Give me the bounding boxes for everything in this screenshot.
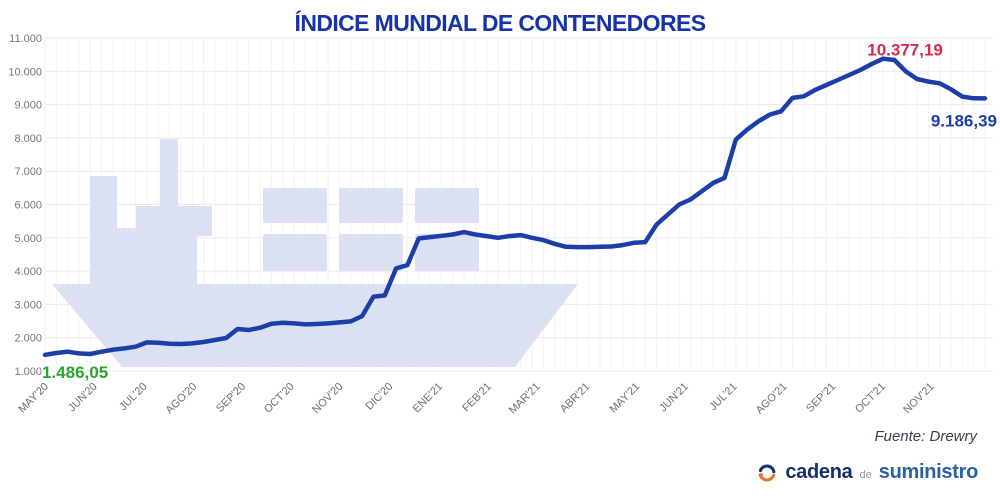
container-box [415,188,479,223]
x-tick-label: ENE'21 [411,381,446,416]
y-tick-label: 5.000 [14,233,42,245]
x-tick-label: AGO'21 [754,381,790,417]
y-tick-label: 9.000 [14,100,42,112]
peak-value-label: 10.377,19 [867,41,943,60]
y-tick-label: 8.000 [14,133,42,145]
end-value-label: 9.186,39 [931,111,997,130]
y-tick-label: 2.000 [14,333,42,345]
x-tick-label: ABR'21 [558,381,593,416]
x-tick-label: OCT'21 [853,381,888,416]
x-tick-label: OCT'20 [262,381,297,416]
x-tick-label: MAR'21 [507,381,543,417]
x-axis-tick-labels: MAY'20 JUN'20 JUL'20 AGO'20 SEP'20 OCT'20 NOV'… [16,381,937,417]
x-tick-label: AGO'20 [164,381,200,417]
x-tick-label: JUN'20 [66,381,100,415]
x-tick-label: NOV'20 [310,381,345,416]
logo-sync-icon [759,464,776,482]
y-tick-label: 3.000 [14,299,42,311]
container-box [415,234,479,271]
x-tick-label: SEP'21 [804,381,838,415]
x-tick-label: NOV'21 [901,381,936,416]
x-tick-label: JUN'21 [657,381,691,415]
index-line-series [42,56,988,358]
x-tick-label: JUL'21 [707,381,739,413]
x-tick-label: JUL'20 [117,381,149,413]
y-tick-label: 6.000 [14,200,42,212]
start-value-label: 1.486,05 [42,363,108,382]
y-axis-tick-labels: 1.000 2.000 3.000 4.000 5.000 6.000 7.000 8.000… [8,33,42,378]
logo-word-de: de [859,469,872,481]
x-tick-label: MAY'20 [16,381,51,416]
container-box [339,188,403,223]
cadena-de-suministro-logo[interactable]: cadena de suministro [755,460,978,484]
chart-title: ÍNDICE MUNDIAL DE CONTENEDORES [295,9,706,36]
logo-word-cadena: cadena [785,460,853,483]
container-ship-watermark [52,139,578,367]
x-tick-label: MAY'21 [607,381,642,416]
y-tick-label: 7.000 [14,166,42,178]
y-tick-label: 11.000 [9,33,42,45]
x-tick-label: SEP'20 [214,381,248,415]
y-tick-label: 10.000 [8,66,42,78]
source-credit: Fuente: Drewry [874,428,978,445]
logo-word-suministro: suministro [878,460,979,483]
ship-hull-and-superstructure [52,139,578,367]
container-box [263,188,327,223]
y-tick-label: 4.000 [14,266,42,278]
x-tick-label: DIC'20 [363,381,395,413]
x-tick-label: FEB'21 [460,381,494,415]
container-box [339,234,403,271]
y-tick-label: 1.000 [14,366,42,378]
container-box [263,234,327,271]
